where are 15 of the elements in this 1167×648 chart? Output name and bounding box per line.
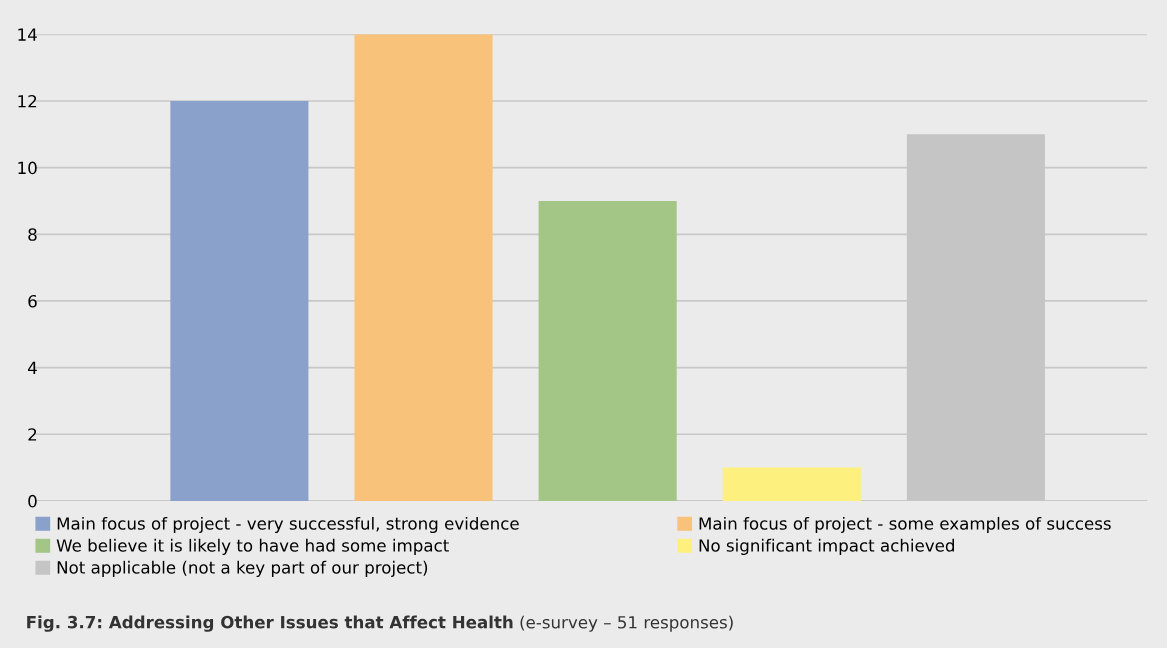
- legend-label: Main focus of project - some examples of success: [699, 516, 1111, 534]
- y-tick-label: 4: [28, 361, 37, 374]
- y-tick-label: 10: [18, 161, 37, 175]
- y-tick-label: 6: [28, 294, 37, 308]
- y-tick-label: 0: [28, 494, 37, 508]
- legend-label: Main focus of project - very successful, strong evidence: [57, 516, 519, 534]
- text: Fig. 3.7: Addressing Other Issues that Affect Health: [27, 615, 513, 632]
- y-tick-label: 14: [18, 28, 37, 41]
- legend-label: No significant impact achieved: [699, 538, 954, 555]
- y-tick-label: 2: [28, 428, 37, 441]
- legend-label: Not applicable (not a key part of our project): [57, 560, 428, 577]
- y-tick-label: 12: [18, 94, 37, 108]
- y-tick-label: 8: [28, 228, 37, 241]
- legend-label: We believe it is likely to have had some impact: [56, 538, 449, 555]
- text: (e-survey – 51 responses): [520, 615, 733, 632]
